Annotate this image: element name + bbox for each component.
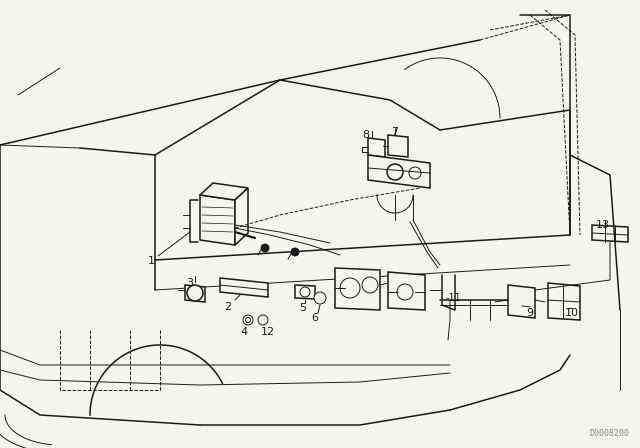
Circle shape xyxy=(314,292,326,304)
Circle shape xyxy=(187,285,203,301)
Polygon shape xyxy=(200,183,248,200)
Text: 3: 3 xyxy=(186,278,193,288)
Text: 13: 13 xyxy=(596,220,610,230)
Polygon shape xyxy=(388,135,408,157)
Text: 6: 6 xyxy=(312,313,319,323)
Polygon shape xyxy=(335,268,380,310)
Polygon shape xyxy=(368,155,430,188)
Circle shape xyxy=(291,248,299,256)
Polygon shape xyxy=(220,278,268,297)
Text: 1: 1 xyxy=(148,256,155,266)
Polygon shape xyxy=(235,188,248,245)
Polygon shape xyxy=(388,272,425,310)
Polygon shape xyxy=(368,138,385,157)
Polygon shape xyxy=(185,285,205,302)
Polygon shape xyxy=(548,283,580,320)
Text: 2: 2 xyxy=(225,302,232,312)
Circle shape xyxy=(261,244,269,252)
Text: 7: 7 xyxy=(392,127,399,137)
Text: 5: 5 xyxy=(300,303,307,313)
Text: 9: 9 xyxy=(527,308,534,318)
Text: 8: 8 xyxy=(362,130,369,140)
Text: -11: -11 xyxy=(446,293,461,303)
Text: 4: 4 xyxy=(241,327,248,337)
Text: 12: 12 xyxy=(261,327,275,337)
Polygon shape xyxy=(200,195,235,245)
Polygon shape xyxy=(508,285,535,318)
Polygon shape xyxy=(592,225,628,242)
Text: D0008200: D0008200 xyxy=(590,429,630,438)
Polygon shape xyxy=(295,285,315,299)
Text: 10: 10 xyxy=(565,308,579,318)
